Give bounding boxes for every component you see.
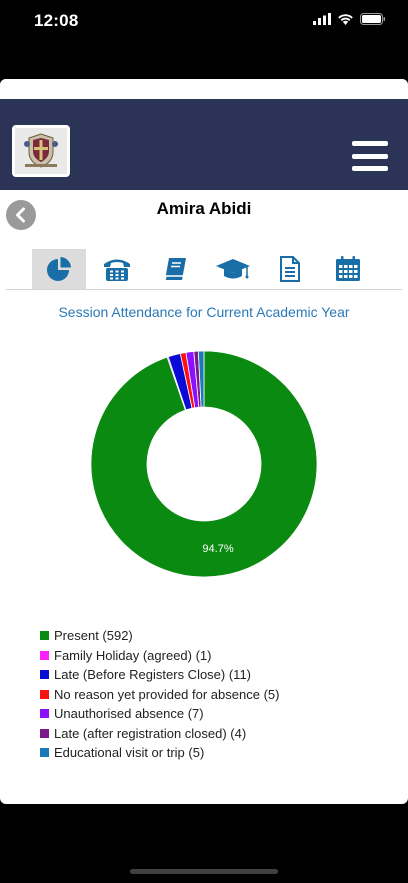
tab-calendar[interactable] (321, 249, 375, 289)
wifi-icon (337, 12, 354, 30)
top-band (0, 79, 408, 99)
legend-swatch (40, 728, 49, 738)
menu-button[interactable] (352, 141, 388, 171)
donut-slice-present[interactable] (90, 350, 318, 578)
legend-swatch (40, 631, 49, 641)
legend-label: Family Holiday (agreed) (1) (54, 647, 212, 663)
legend-label: Late (after registration closed) (4) (54, 725, 247, 741)
status-bar: 12:08 (0, 0, 408, 44)
legend-swatch (40, 748, 49, 758)
slice-label-present: 94.7% (202, 543, 233, 555)
back-button[interactable] (6, 200, 36, 230)
legend-item-late-before-registers-close: Late (Before Registers Close) (11) (40, 665, 279, 685)
document-icon (280, 256, 300, 282)
notch (100, 0, 308, 30)
legend-label: No reason yet provided for absence (5) (54, 686, 280, 702)
app-header (0, 99, 408, 190)
legend-item-late-after-registration-closed: Late (after registration closed) (4) (40, 724, 279, 744)
legend-swatch (40, 670, 49, 680)
student-name: Amira Abidi (156, 199, 252, 218)
crest-icon (24, 133, 58, 168)
tab-contacts[interactable] (90, 249, 144, 289)
tab-bar (6, 249, 402, 290)
status-icons (313, 12, 386, 30)
legend-item-present: Present (592) (40, 626, 279, 646)
legend-item-unauthorised-absence: Unauthorised absence (7) (40, 704, 279, 724)
tab-achievements[interactable] (206, 249, 260, 289)
legend-label: Present (592) (54, 628, 133, 644)
donut-chart: 94.7% (90, 350, 318, 578)
attendance-chart: 94.7% (0, 329, 408, 604)
tab-reports[interactable] (263, 249, 317, 289)
calendar-icon (336, 256, 360, 281)
tab-attendance[interactable] (32, 249, 86, 289)
legend-item-no-reason-yet-provided-for-absence: No reason yet provided for absence (5) (40, 685, 279, 705)
menu-bar (352, 153, 388, 159)
legend-item-family-holiday-agreed: Family Holiday (agreed) (1) (40, 646, 279, 666)
legend-swatch (40, 689, 49, 699)
chevron-left-icon (16, 207, 25, 223)
legend-swatch (40, 650, 49, 660)
legend-swatch (40, 709, 49, 719)
legend-label: Educational visit or trip (5) (54, 745, 205, 761)
menu-bar (352, 166, 388, 171)
phone-icon (104, 259, 130, 281)
menu-bar (352, 141, 388, 146)
tab-homework[interactable] (148, 249, 202, 289)
status-time: 12:08 (34, 11, 79, 30)
graduation-cap-icon (216, 259, 250, 279)
chart-legend: Present (592) Family Holiday (agreed) (1)… (40, 626, 279, 763)
app-screen: Amira Abidi (0, 79, 408, 804)
book-icon (164, 258, 186, 281)
legend-label: Unauthorised absence (7) (54, 706, 204, 722)
legend-label: Late (Before Registers Close) (11) (54, 667, 252, 683)
signal-icon (313, 12, 331, 30)
chart-title: Session Attendance for Current Academic … (58, 304, 350, 320)
battery-icon (360, 12, 386, 30)
legend-item-educational-visit-or-trip: Educational visit or trip (5) (40, 743, 279, 763)
donut-slice-educational-visit-or-trip[interactable] (197, 350, 205, 408)
pie-chart-icon (47, 257, 71, 281)
home-indicator (130, 869, 278, 874)
school-logo[interactable] (12, 125, 70, 177)
